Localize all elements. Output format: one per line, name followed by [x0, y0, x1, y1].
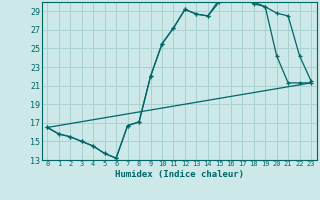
X-axis label: Humidex (Indice chaleur): Humidex (Indice chaleur): [115, 170, 244, 179]
